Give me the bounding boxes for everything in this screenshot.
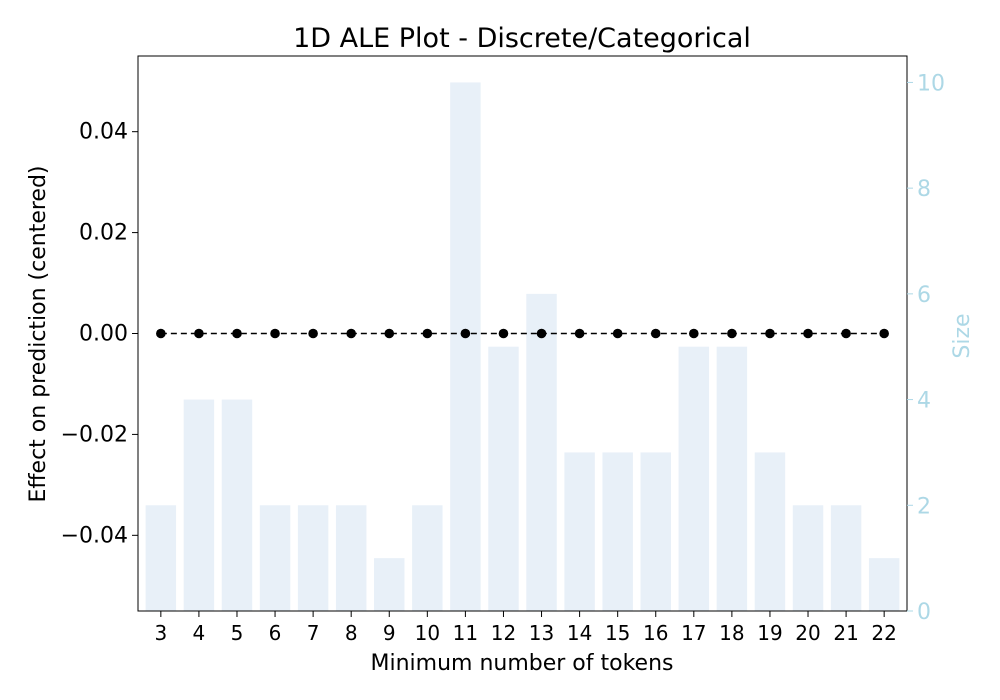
ale-point [194, 328, 204, 339]
y2-axis-label: Size [950, 313, 975, 358]
size-bar [868, 558, 900, 611]
size-bar [754, 452, 786, 611]
ale-point [384, 328, 395, 339]
size-bar [564, 452, 595, 611]
ale-point [536, 328, 547, 339]
size-bar [297, 505, 329, 611]
y-tick-label: −0.02 [61, 422, 128, 447]
ale-point [308, 328, 318, 339]
ale-point [498, 328, 509, 339]
x-tick-label: 10 [415, 621, 440, 645]
x-tick-label: 19 [757, 621, 782, 645]
ale-point [574, 328, 585, 339]
size-bar [640, 452, 671, 611]
x-tick-label: 9 [383, 621, 396, 645]
ale-point [727, 328, 737, 339]
y2-tick-label: 2 [917, 494, 931, 519]
y2-tick-label: 0 [917, 600, 931, 625]
ale-point [841, 328, 851, 339]
x-tick-label: 11 [453, 621, 478, 645]
ale-point [156, 328, 166, 339]
size-bar [450, 82, 481, 612]
size-bar [526, 293, 557, 611]
x-tick-label: 22 [871, 621, 896, 645]
x-tick-label: 3 [154, 621, 167, 645]
x-tick-label: 16 [643, 621, 668, 645]
x-tick-label: 12 [491, 621, 516, 645]
ale-point [346, 328, 356, 339]
size-bar [374, 558, 405, 611]
y-axis-label: Effect on prediction (centered) [26, 165, 51, 502]
y2-tick-label: 4 [917, 389, 931, 414]
y2-tick-label: 10 [917, 71, 945, 96]
x-axis-label: Minimum number of tokens [371, 651, 674, 676]
size-bar [221, 399, 253, 611]
ale-point [270, 328, 280, 339]
x-tick-label: 18 [719, 621, 744, 645]
size-bar [335, 505, 367, 611]
y2-tick-label: 6 [917, 283, 931, 308]
x-tick-label: 21 [833, 621, 858, 645]
size-bar [830, 505, 862, 611]
ale-point [879, 328, 889, 339]
x-tick-label: 7 [307, 621, 320, 645]
x-tick-label: 15 [605, 621, 630, 645]
y2-tick-label: 8 [917, 177, 931, 202]
ale-point [612, 328, 623, 339]
y-tick-label: 0.04 [79, 120, 128, 145]
size-bar [792, 505, 824, 611]
y-tick-label: −0.04 [61, 523, 128, 548]
size-bar [488, 346, 519, 611]
y-tick-label: 0.00 [79, 322, 128, 347]
x-tick-label: 5 [231, 621, 244, 645]
size-bar [412, 505, 443, 611]
ale-point [232, 328, 242, 339]
ale-point [460, 328, 471, 339]
x-tick-label: 4 [193, 621, 206, 645]
x-tick-label: 13 [529, 621, 554, 645]
y-tick-label: 0.02 [79, 221, 128, 246]
size-bar [183, 399, 215, 611]
x-tick-label: 8 [345, 621, 358, 645]
ale-point [689, 328, 699, 339]
ale-point [803, 328, 813, 339]
chart-title: 1D ALE Plot - Discrete/Categorical [293, 23, 751, 54]
size-bar [259, 505, 291, 611]
x-tick-label: 17 [681, 621, 706, 645]
size-bar [678, 346, 710, 611]
bars-layer [145, 82, 900, 612]
line-layer [156, 328, 889, 339]
ale-point [765, 328, 775, 339]
size-bar [145, 505, 177, 611]
x-tick-label: 20 [795, 621, 820, 645]
x-tick-label: 6 [269, 621, 282, 645]
size-bar [602, 452, 633, 611]
size-bar [716, 346, 748, 611]
axis-layer: 3 4 5 6 7 8 9 10 11 12 13 14 15 16 17 18 19 20 21 22−0.04−0… [61, 71, 945, 645]
ale-point [650, 328, 661, 339]
x-tick-label: 14 [567, 621, 592, 645]
ale-point [422, 328, 433, 339]
